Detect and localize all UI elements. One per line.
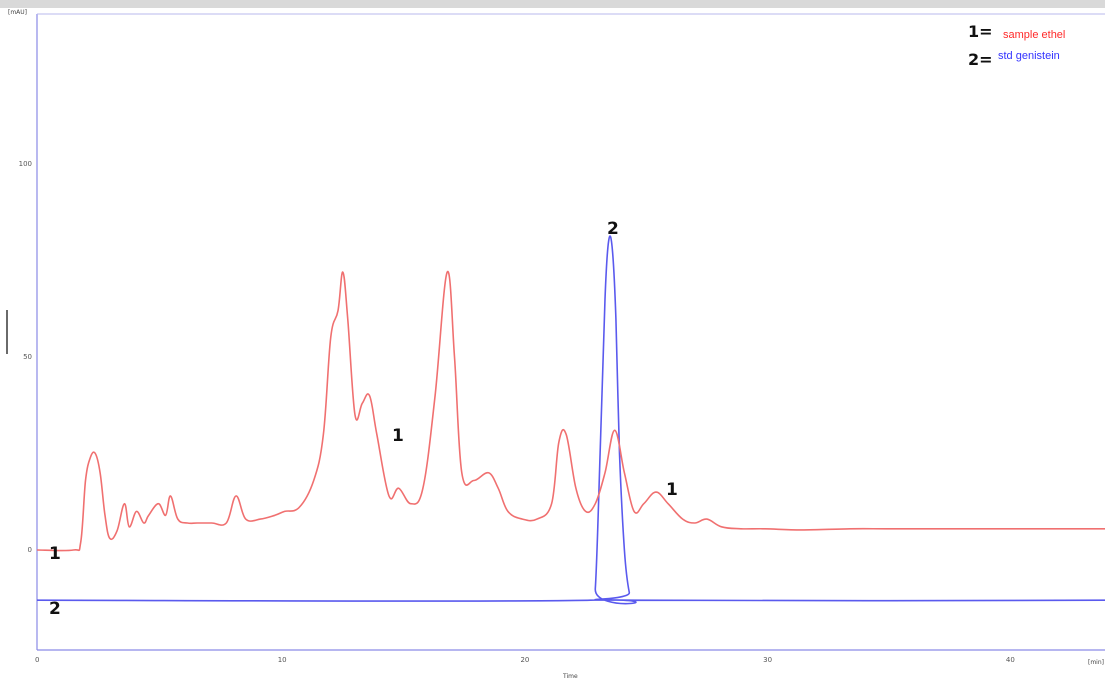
x-axis-title: Time xyxy=(562,673,578,680)
legend-label-sample-ethel: sample ethel xyxy=(1003,29,1065,41)
x-unit-label: [min] xyxy=(1088,659,1104,666)
x-tick-label: 0 xyxy=(35,656,39,664)
trace-label-1-mid: 1 xyxy=(392,426,404,446)
y-tick-label: 50 xyxy=(23,353,32,361)
trace-group xyxy=(36,235,1105,605)
x-tick-label: 40 xyxy=(1006,656,1015,664)
legend-number-1: 1= xyxy=(968,22,993,41)
legend-label-std-genistein: std genistein xyxy=(998,50,1060,62)
legend: 1= sample ethel 2= std genistein xyxy=(968,22,1065,69)
legend-number-2: 2= xyxy=(968,50,993,69)
trace-label-1-end: 1 xyxy=(666,480,678,500)
x-tick-label: 20 xyxy=(520,656,529,664)
x-tick-label: 30 xyxy=(763,656,772,664)
y-tick-group: 0 50 100 xyxy=(19,160,32,554)
x-tick-label: 10 xyxy=(278,656,287,664)
y-tick-label: 0 xyxy=(28,546,32,554)
trace-label-2-peak: 2 xyxy=(607,219,619,239)
trace-label-1-start: 1 xyxy=(49,544,61,564)
series-line-std-genistein xyxy=(36,235,1105,605)
y-unit-label: [mAU] xyxy=(8,9,27,16)
y-axis-title-mark xyxy=(6,310,8,354)
x-tick-group: 0 10 20 30 40 xyxy=(35,656,1015,664)
trace-label-2-start: 2 xyxy=(49,599,61,619)
series-line-sample-ethel xyxy=(36,271,1105,552)
top-border-strip xyxy=(0,0,1105,8)
y-tick-label: 100 xyxy=(19,160,32,168)
